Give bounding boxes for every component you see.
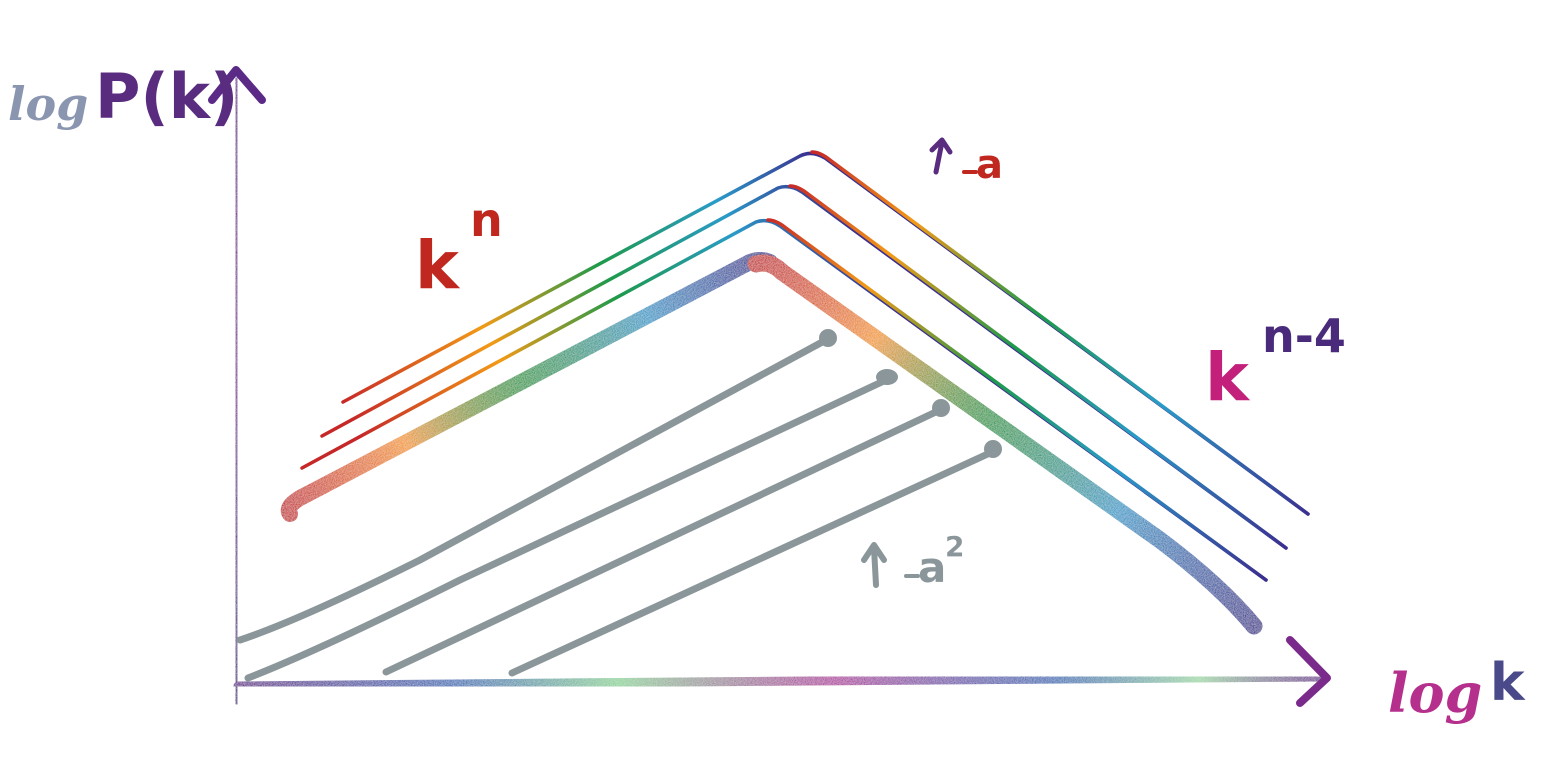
peak-arrow-label: a bbox=[976, 142, 1003, 188]
growth-line-3 bbox=[382, 406, 944, 676]
x-axis-label-main: k bbox=[1490, 653, 1526, 713]
y-axis-label-main: P(k) bbox=[95, 60, 238, 133]
spectrum-curve-thick bbox=[280, 252, 1263, 635]
growth-arrow-label-exponent: 2 bbox=[945, 530, 964, 563]
falling-slope-label: k n-4 bbox=[1205, 309, 1346, 416]
up-arrow-icon bbox=[861, 542, 887, 588]
growth-line-2-dot bbox=[876, 369, 898, 385]
spectrum-curves-thin bbox=[300, 150, 1310, 582]
spectrum-curve-2-fall bbox=[788, 184, 1288, 550]
rising-slope-exponent: n bbox=[470, 193, 503, 247]
growth-line-4 bbox=[508, 448, 996, 677]
growth-lines bbox=[236, 329, 1002, 682]
x-axis bbox=[233, 636, 1331, 707]
spectrum-curve-3-fall bbox=[766, 218, 1268, 582]
peak-shift-annotation: a bbox=[929, 137, 1003, 188]
x-axis-label: log k bbox=[1388, 653, 1526, 725]
growth-line-1-dot bbox=[819, 329, 837, 347]
spectrum-curve-1-fall bbox=[810, 150, 1310, 516]
y-axis-arrowhead bbox=[208, 66, 266, 104]
y-axis-label-prefix: log bbox=[8, 77, 88, 131]
rising-slope-base: k bbox=[415, 227, 461, 304]
falling-slope-base: k bbox=[1205, 339, 1251, 416]
y-axis bbox=[208, 66, 266, 705]
up-arrow-icon bbox=[929, 137, 953, 175]
growth-arrow-label-base: a bbox=[918, 543, 946, 592]
y-axis-label: log P(k) bbox=[8, 60, 238, 133]
growth-line-2 bbox=[244, 376, 890, 682]
growth-line-1 bbox=[236, 336, 830, 644]
falling-slope-exponent: n-4 bbox=[1262, 309, 1346, 363]
rising-slope-label: k n bbox=[415, 193, 503, 304]
x-axis-arrowhead bbox=[1286, 636, 1331, 707]
growth-line-3-dot bbox=[932, 399, 950, 417]
growth-annotation: a 2 bbox=[861, 530, 964, 592]
x-axis-label-prefix: log bbox=[1388, 661, 1482, 725]
growth-line-4-dot bbox=[984, 440, 1002, 458]
